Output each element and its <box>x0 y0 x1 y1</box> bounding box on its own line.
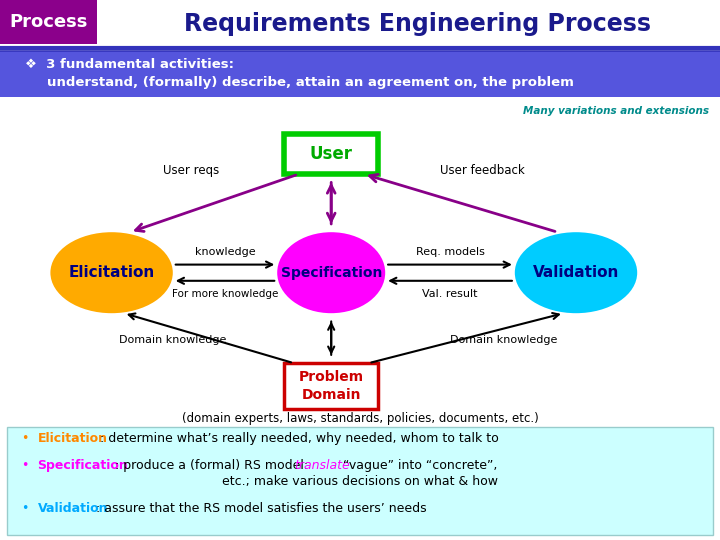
Text: : assure that the RS model satisfies the users’ needs: : assure that the RS model satisfies the… <box>96 502 427 515</box>
Text: Elicitation: Elicitation <box>68 265 155 280</box>
Text: Req. models: Req. models <box>415 247 485 257</box>
Text: Process: Process <box>10 13 88 31</box>
Text: Validation: Validation <box>533 265 619 280</box>
Text: (domain experts, laws, standards, policies, documents, etc.): (domain experts, laws, standards, polici… <box>181 412 539 425</box>
Text: •: • <box>22 432 29 445</box>
Text: Domain knowledge: Domain knowledge <box>119 335 227 345</box>
Text: Val. result: Val. result <box>422 289 478 299</box>
Text: Domain knowledge: Domain knowledge <box>450 335 558 345</box>
FancyBboxPatch shape <box>0 51 720 97</box>
Text: Problem
Domain: Problem Domain <box>299 370 364 402</box>
Text: “vague” into “concrete”,: “vague” into “concrete”, <box>339 459 498 472</box>
Ellipse shape <box>277 232 385 313</box>
Ellipse shape <box>515 232 637 313</box>
Text: For more knowledge: For more knowledge <box>172 289 278 299</box>
Text: understand, (formally) describe, attain an agreement on, the problem: understand, (formally) describe, attain … <box>47 76 574 89</box>
Text: •: • <box>22 502 29 515</box>
Text: Elicitation: Elicitation <box>37 432 107 445</box>
Text: User: User <box>310 145 353 163</box>
Text: Specification: Specification <box>281 266 382 280</box>
Text: : produce a (formal) RS model:: : produce a (formal) RS model: <box>115 459 312 472</box>
FancyBboxPatch shape <box>0 0 97 44</box>
Text: •: • <box>22 459 29 472</box>
Text: knowledge: knowledge <box>194 247 256 257</box>
Text: Requirements Engineering Process: Requirements Engineering Process <box>184 12 651 36</box>
Text: translate: translate <box>294 459 349 472</box>
Ellipse shape <box>50 232 173 313</box>
FancyBboxPatch shape <box>284 134 378 174</box>
FancyBboxPatch shape <box>284 363 378 409</box>
Text: User feedback: User feedback <box>440 164 525 177</box>
Text: etc.; make various decisions on what & how: etc.; make various decisions on what & h… <box>222 475 498 488</box>
Text: Specification: Specification <box>37 459 128 472</box>
FancyBboxPatch shape <box>7 427 713 535</box>
Text: User reqs: User reqs <box>163 164 219 177</box>
Text: Validation: Validation <box>37 502 108 515</box>
Text: ❖  3 fundamental activities:: ❖ 3 fundamental activities: <box>25 58 234 71</box>
Text: : determine what’s really needed, why needed, whom to talk to: : determine what’s really needed, why ne… <box>100 432 499 445</box>
Text: Many variations and extensions: Many variations and extensions <box>523 106 709 116</box>
